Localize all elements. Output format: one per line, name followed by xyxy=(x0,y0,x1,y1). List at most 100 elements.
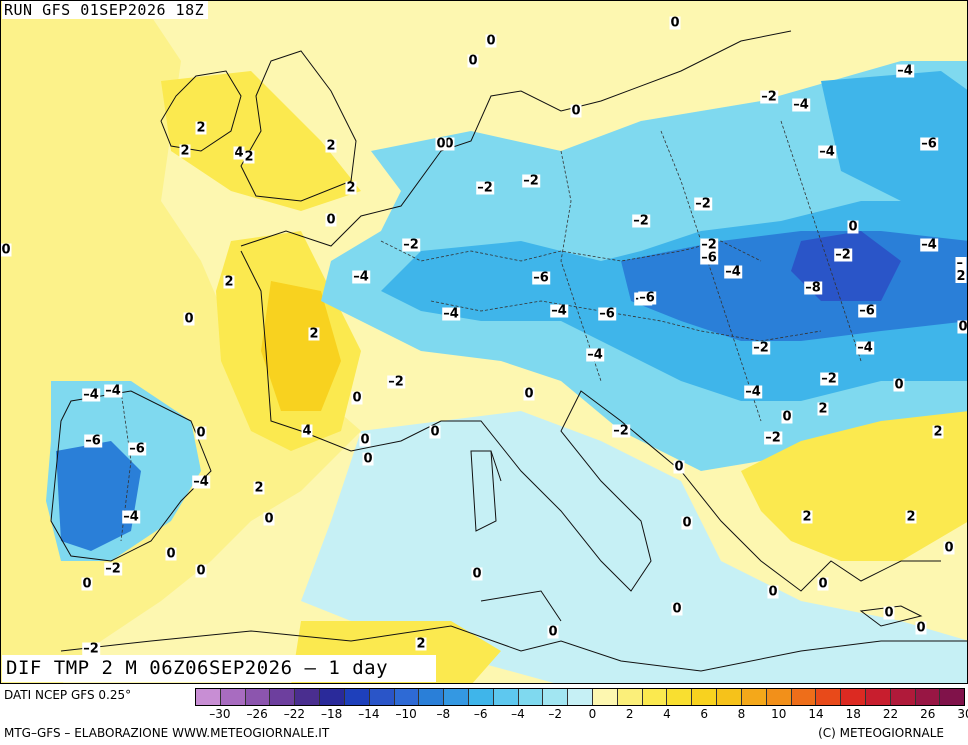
scale-swatch xyxy=(320,689,345,705)
france-warm-core xyxy=(261,281,341,411)
scale-tick-label: 18 xyxy=(845,707,861,721)
contour-value-label: –2 xyxy=(82,641,100,657)
contour-value-label: 4 xyxy=(233,145,245,161)
contour-value-label: 0 xyxy=(671,601,683,617)
contour-value-label: 0 xyxy=(351,390,363,406)
contour-value-label: –2 xyxy=(612,423,630,439)
scale-swatch xyxy=(196,689,221,705)
scale-tick-label: –6 xyxy=(473,707,488,721)
scale-swatch xyxy=(369,689,395,705)
scale-tick-label: 10 xyxy=(771,707,787,721)
contour-value-label: 2 xyxy=(905,509,917,525)
contour-value-label: –2 xyxy=(700,237,718,253)
scale-swatch xyxy=(717,689,742,705)
contour-value-label: –2 xyxy=(402,237,420,253)
contour-value-label: 0 xyxy=(523,386,535,402)
contour-value-label: 0 xyxy=(767,584,779,600)
contour-value-label: –6 xyxy=(858,303,876,319)
run-title: RUN GFS 01SEP2026 18Z xyxy=(2,1,209,19)
scale-swatch xyxy=(865,689,891,705)
contour-value-label: –4 xyxy=(920,237,938,253)
contour-value-label: 0 xyxy=(893,377,905,393)
contour-value-label: 0 xyxy=(957,319,968,335)
contour-value-label: 0 xyxy=(81,576,93,592)
temperature-anomaly-map: 0 0 0 0 0 –4 –2 –4 2 2 4 2 2 0 –2 –2 –4 –6 –2 0 2 0 –2 –2 –2 –4 –6… xyxy=(0,0,968,684)
contour-value-label: 2 xyxy=(223,274,235,290)
scale-tick-label: 4 xyxy=(663,707,671,721)
contour-value-label: 2 xyxy=(195,120,207,136)
scale-swatch xyxy=(493,689,519,705)
scale-swatch xyxy=(344,689,370,705)
source-label: DATI NCEP GFS 0.25° xyxy=(4,688,132,702)
contour-value-label: 2 xyxy=(932,424,944,440)
contour-value-label: –4 xyxy=(896,63,914,79)
scale-swatch xyxy=(692,689,718,705)
contour-value-label: –6 xyxy=(638,290,656,306)
field-title: DIF TMP 2 M 06Z06SEP2026 – 1 day xyxy=(2,655,436,682)
iberia-cold-core xyxy=(56,441,141,551)
contour-value-label: –6 xyxy=(128,441,146,457)
scale-swatch xyxy=(890,689,916,705)
map-canvas xyxy=(1,1,967,683)
contour-value-label: 2 xyxy=(345,180,357,196)
contour-value-label: 0 xyxy=(429,424,441,440)
contour-value-label: –4 xyxy=(744,384,762,400)
contour-value-label: –4 xyxy=(856,340,874,356)
contour-value-label: 0 xyxy=(847,219,859,235)
country-borders xyxy=(120,120,862,542)
scale-swatch xyxy=(270,689,296,705)
contour-value-label: 0 xyxy=(183,311,195,327)
contour-value-label: –2 xyxy=(387,374,405,390)
contour-value-label: 0 xyxy=(195,425,207,441)
scale-tick-label: –2 xyxy=(548,707,562,721)
scale-swatch xyxy=(245,689,271,705)
contour-value-label: 0 xyxy=(681,515,693,531)
scale-swatch xyxy=(667,689,693,705)
contour-value-label: –4 xyxy=(82,387,100,403)
scale-tick-label: 2 xyxy=(625,707,634,721)
contour-value-label: 0 xyxy=(943,540,955,556)
scale-swatch xyxy=(394,689,420,705)
contour-value-label: –4 xyxy=(550,303,568,319)
contour-value-label: 0 xyxy=(467,53,479,69)
contour-value-label: –6 xyxy=(532,270,550,286)
contour-value-label: 2 xyxy=(415,636,427,652)
scale-swatch xyxy=(468,689,494,705)
scale-swatch xyxy=(642,689,668,705)
scale-tick-label: 26 xyxy=(920,707,936,721)
footer-copyright: (C) METEOGIORNALE xyxy=(818,726,944,740)
contour-value-label: –4 xyxy=(724,264,742,280)
contour-value-label: –4 xyxy=(352,269,370,285)
scale-tick-label: –14 xyxy=(358,707,380,721)
scale-tick-label: 6 xyxy=(700,707,709,721)
scale-tick-label: –18 xyxy=(320,707,343,721)
uk-warm-area xyxy=(161,71,361,211)
contour-value-label: 0 xyxy=(165,546,177,562)
contour-value-label: –4 xyxy=(818,144,836,160)
contour-value-label: –4 xyxy=(442,306,460,322)
scale-swatch xyxy=(741,689,767,705)
coastlines xyxy=(50,30,967,672)
scale-tick-label: 0 xyxy=(588,707,597,721)
scale-swatch xyxy=(915,689,941,705)
scale-swatch xyxy=(543,689,569,705)
contour-value-label: –4 xyxy=(586,347,604,363)
scale-tick-label: –30 xyxy=(209,707,231,721)
contour-value-label: 0 xyxy=(547,624,559,640)
contour-value-label: –2 xyxy=(694,196,712,212)
contour-value-label: 0 xyxy=(1,242,12,258)
contour-value-label: –2 xyxy=(760,89,778,105)
scale-swatch xyxy=(841,689,866,705)
contour-value-label: 0 xyxy=(673,459,685,475)
contour-value-label: –2 xyxy=(752,340,770,356)
contour-value-label: 0 xyxy=(915,620,927,636)
contour-value-label: 0 xyxy=(570,103,582,119)
contour-value-label: –2 xyxy=(522,173,540,189)
contour-value-label: 2 xyxy=(253,480,265,496)
northeast-cold-area xyxy=(821,71,967,201)
scale-tick-label: 30 xyxy=(957,707,968,721)
contour-value-label: –2 xyxy=(476,180,494,196)
scale-tick-label: 8 xyxy=(737,707,746,721)
scale-swatch xyxy=(444,689,469,705)
scale-tick-label: –10 xyxy=(395,707,417,721)
